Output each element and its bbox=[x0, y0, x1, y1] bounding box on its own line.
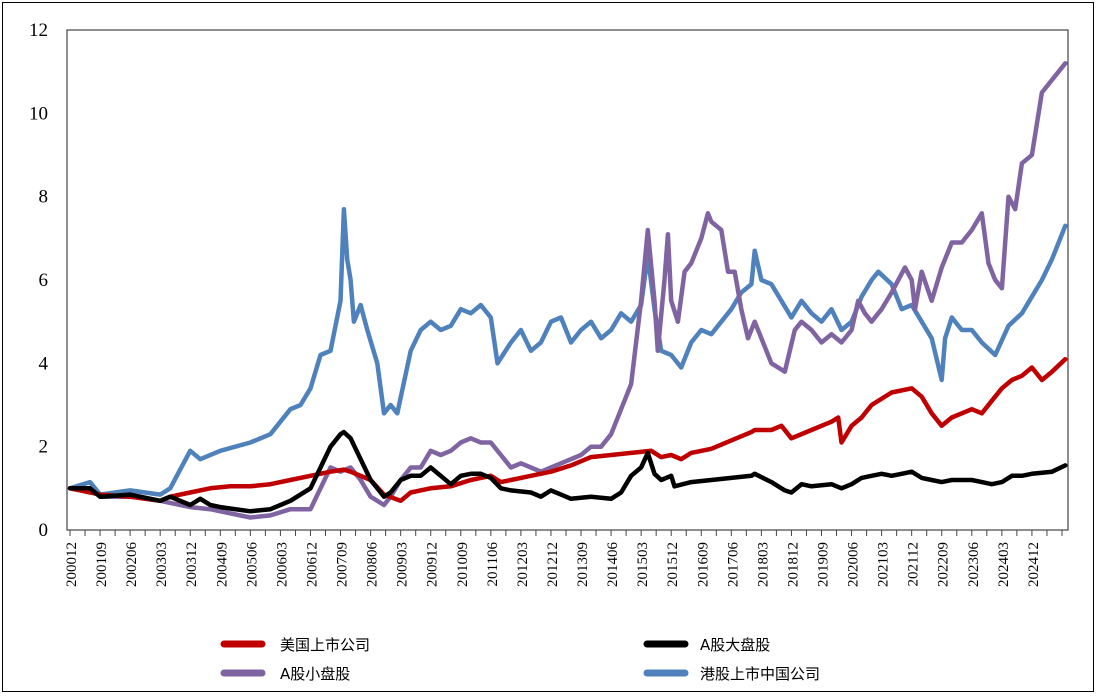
x-tick-label: 201406 bbox=[605, 542, 621, 588]
x-tick-label: 201503 bbox=[635, 542, 651, 587]
series-line-3 bbox=[67, 429, 1068, 514]
x-tick-label: 201706 bbox=[725, 542, 741, 588]
x-tick-label: 202103 bbox=[876, 542, 892, 587]
x-tick-label: 200206 bbox=[124, 542, 140, 588]
y-tick-label: 6 bbox=[39, 270, 49, 291]
x-tick-label: 201909 bbox=[816, 542, 832, 587]
legend-label-a-large: A股大盘股 bbox=[700, 636, 770, 654]
x-tick-label: 200312 bbox=[184, 542, 200, 587]
x-tick-label: 201803 bbox=[755, 542, 771, 587]
x-tick-label: 200709 bbox=[335, 542, 351, 587]
x-tick-label: 200303 bbox=[154, 542, 170, 587]
x-tick-label: 201309 bbox=[575, 542, 591, 587]
y-tick-label: 12 bbox=[29, 20, 48, 41]
x-tick-label: 200409 bbox=[214, 542, 230, 587]
series-lines bbox=[67, 61, 1068, 520]
series-line-1 bbox=[67, 61, 1068, 520]
legend: 美国上市公司 A股大盘股 A股小盘股 港股上市中国公司 bbox=[220, 636, 820, 683]
x-tick-label: 200012 bbox=[64, 542, 80, 587]
legend-label-hk: 港股上市中国公司 bbox=[700, 665, 820, 683]
x-tick-label: 202209 bbox=[936, 542, 952, 587]
x-tick-label: 201812 bbox=[785, 542, 801, 587]
x-tick-label: 202412 bbox=[1026, 542, 1042, 587]
y-tick-label: 0 bbox=[39, 520, 49, 541]
y-tick-label: 4 bbox=[39, 353, 49, 374]
x-tick-label: 200109 bbox=[94, 542, 110, 587]
x-tick-label: 200506 bbox=[244, 542, 260, 588]
x-tick-label: 202112 bbox=[906, 542, 922, 586]
y-axis: 0 2 4 6 8 10 12 bbox=[29, 20, 49, 541]
x-tick-label: 201512 bbox=[665, 542, 681, 587]
x-tick-label: 200806 bbox=[365, 542, 381, 588]
x-tick-label: 202006 bbox=[846, 542, 862, 588]
x-tick-label: 201009 bbox=[455, 542, 471, 587]
x-tick-label: 201609 bbox=[695, 542, 711, 587]
x-axis: 200012 200109 200206 200303 200312 200409 2005… bbox=[64, 530, 1063, 588]
x-tick-label: 201203 bbox=[515, 542, 531, 587]
legend-label-us: 美国上市公司 bbox=[280, 636, 370, 654]
x-tick-label: 201106 bbox=[485, 542, 501, 587]
x-tick-label: 201212 bbox=[545, 542, 561, 587]
y-tick-label: 10 bbox=[29, 103, 48, 124]
x-tick-label: 202403 bbox=[996, 542, 1012, 587]
x-tick-label: 200603 bbox=[274, 542, 290, 587]
y-tick-label: 2 bbox=[39, 437, 49, 458]
y-tick-label: 8 bbox=[39, 187, 49, 208]
x-tick-label: 200912 bbox=[425, 542, 441, 587]
x-tick-label: 200903 bbox=[395, 542, 411, 587]
legend-label-a-small: A股小盘股 bbox=[280, 665, 350, 683]
plot-area-border bbox=[66, 29, 1069, 531]
x-tick-label: 202306 bbox=[966, 542, 982, 588]
x-tick-label: 200612 bbox=[304, 542, 320, 587]
series-line-0 bbox=[67, 206, 1068, 497]
series-line-2 bbox=[67, 356, 1068, 504]
